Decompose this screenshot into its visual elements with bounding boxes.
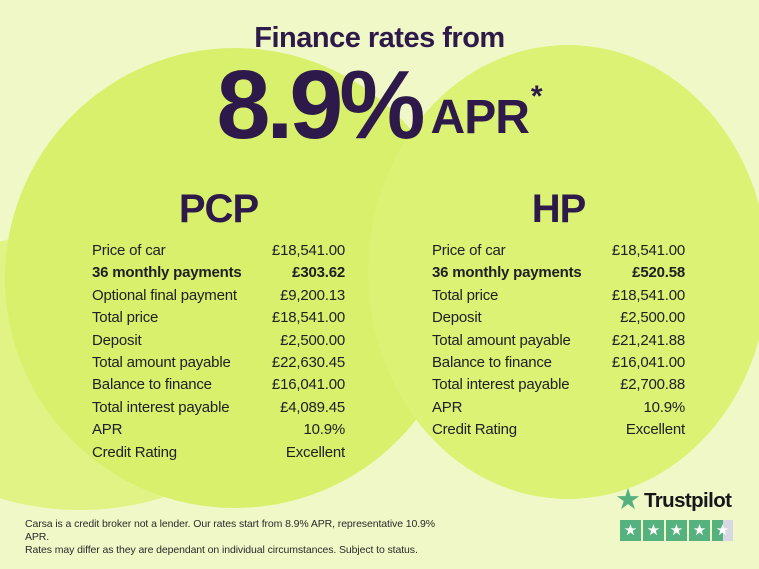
row-label: Deposit <box>432 309 482 327</box>
row-label: Total price <box>432 286 499 304</box>
row-value: £16,041.00 <box>271 376 345 394</box>
row-label: APR <box>432 398 463 416</box>
trustpilot-rating-stars: ★ ★ ★ ★ ★ <box>620 520 733 541</box>
table-row: Total interest payable £2,700.88 <box>432 374 685 396</box>
pcp-title: PCP <box>178 187 259 231</box>
table-row: Total price £18,541.00 <box>92 307 345 329</box>
trustpilot-badge: ★ Trustpilot ★ ★ ★ ★ ★ <box>615 486 733 541</box>
star-icon: ★ <box>715 522 730 539</box>
table-row: Optional final payment £9,200.13 <box>92 285 345 307</box>
row-label: 36 monthly payments <box>92 264 242 282</box>
row-label: Total interest payable <box>92 398 230 416</box>
row-value: 10.9% <box>303 421 345 439</box>
row-value: £2,500.00 <box>620 309 685 327</box>
table-row: Total amount payable £22,630.45 <box>92 352 345 374</box>
row-value: £22,630.45 <box>271 354 345 372</box>
row-label: Total price <box>92 309 159 327</box>
row-value: £18,541.00 <box>611 242 685 259</box>
pcp-table: PCP Price of car £18,541.00 36 monthly p… <box>92 187 345 464</box>
row-label: APR <box>92 421 123 439</box>
table-row: Credit Rating Excellent <box>432 419 685 441</box>
legal-disclaimer: Carsa is a credit broker not a lender. O… <box>25 518 445 556</box>
table-row: Price of car £18,541.00 <box>92 240 345 262</box>
hp-table: HP Price of car £18,541.00 36 monthly pa… <box>432 187 685 442</box>
row-label: Credit Rating <box>432 421 517 439</box>
table-row: 36 monthly payments £303.62 <box>92 262 345 284</box>
trustpilot-star-box: ★ <box>712 520 733 541</box>
row-value: £18,541.00 <box>611 286 685 304</box>
row-label: Balance to finance <box>432 354 552 372</box>
row-value: £303.62 <box>292 264 345 282</box>
row-label: Credit Rating <box>92 443 177 461</box>
row-value: £16,041.00 <box>611 354 685 372</box>
trustpilot-star-box: ★ <box>689 520 710 541</box>
background-blob-right <box>368 45 759 499</box>
trustpilot-star-box: ★ <box>620 520 641 541</box>
table-row: Balance to finance £16,041.00 <box>92 374 345 396</box>
row-value: £18,541.00 <box>271 242 345 259</box>
row-value: Excellent <box>625 421 685 439</box>
table-row: APR 10.9% <box>92 419 345 441</box>
apr-footnote-marker: * <box>530 80 543 113</box>
legal-disclaimer-line2: Rates may differ as they are dependant o… <box>25 543 418 556</box>
row-value: £2,500.00 <box>280 331 345 349</box>
star-icon: ★ <box>692 522 707 539</box>
table-row: Balance to finance £16,041.00 <box>432 352 685 374</box>
trustpilot-star-box: ★ <box>643 520 664 541</box>
apr-label: APR <box>430 91 530 144</box>
row-label: Price of car <box>92 242 166 259</box>
row-label: Total amount payable <box>92 354 231 372</box>
star-icon: ★ <box>646 522 661 539</box>
table-row: Deposit £2,500.00 <box>92 330 345 352</box>
row-label: Total interest payable <box>432 376 570 394</box>
table-row: Price of car £18,541.00 <box>432 240 685 262</box>
row-value: £2,700.88 <box>620 376 685 394</box>
row-value: £9,200.13 <box>280 286 345 304</box>
apr-rate-headline: 8.9% APR * <box>0 56 759 153</box>
row-value: 10.9% <box>643 398 685 416</box>
promo-eyebrow: Finance rates from <box>254 22 505 54</box>
trustpilot-star-icon: ★ <box>615 484 641 516</box>
row-value: £21,241.88 <box>611 331 685 349</box>
star-icon: ★ <box>623 522 638 539</box>
row-label: Optional final payment <box>92 286 237 304</box>
table-row: APR 10.9% <box>432 397 685 419</box>
row-label: Price of car <box>432 242 506 259</box>
row-value: £18,541.00 <box>271 309 345 327</box>
table-row: Total amount payable £21,241.88 <box>432 330 685 352</box>
trustpilot-wordmark: Trustpilot <box>644 488 732 512</box>
row-value: £4,089.45 <box>280 398 345 416</box>
trustpilot-star-box: ★ <box>666 520 687 541</box>
row-label: Deposit <box>92 331 142 349</box>
hp-title: HP <box>531 187 587 231</box>
table-row: Total price £18,541.00 <box>432 285 685 307</box>
table-row: Deposit £2,500.00 <box>432 307 685 329</box>
row-label: 36 monthly payments <box>432 264 582 282</box>
table-row: Credit Rating Excellent <box>92 442 345 464</box>
row-value: £520.58 <box>632 264 685 282</box>
legal-disclaimer-line1: Carsa is a credit broker not a lender. O… <box>25 518 436 543</box>
apr-rate-value: 8.9% <box>216 50 425 159</box>
table-row: Total interest payable £4,089.45 <box>92 397 345 419</box>
row-label: Balance to finance <box>92 376 212 394</box>
table-row: 36 monthly payments £520.58 <box>432 262 685 284</box>
row-value: Excellent <box>285 443 345 461</box>
trustpilot-logo: ★ Trustpilot <box>615 486 733 515</box>
row-label: Total amount payable <box>432 331 571 349</box>
star-icon: ★ <box>669 522 684 539</box>
